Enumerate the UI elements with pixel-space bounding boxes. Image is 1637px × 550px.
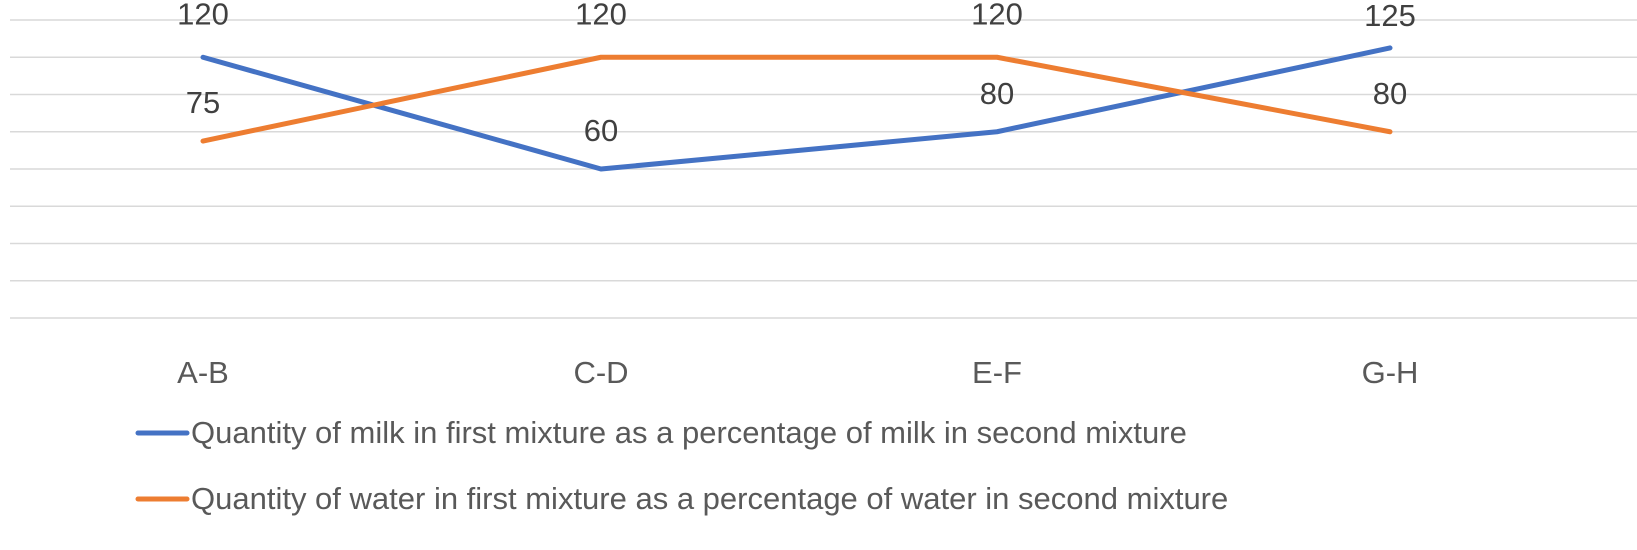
data-label: 80 [1373, 76, 1407, 111]
category-label: A-B [177, 355, 229, 390]
gridlines [10, 19, 1637, 319]
category-label: E-F [972, 355, 1022, 390]
series-line-milk [200, 45, 1393, 172]
data-label: 120 [575, 0, 627, 31]
series-lines [200, 45, 1393, 172]
legend: Quantity of milk in first mixture as a p… [135, 415, 1228, 516]
data-label: 120 [177, 0, 229, 31]
category-label: G-H [1362, 355, 1419, 390]
data-label: 60 [584, 113, 618, 148]
category-label: C-D [573, 355, 628, 390]
legend-label: Quantity of water in first mixture as a … [191, 481, 1228, 516]
data-label: 125 [1364, 0, 1416, 33]
data-label: 120 [971, 0, 1023, 31]
category-axis-labels: A-B C-D E-F G-H [177, 355, 1418, 390]
series-line-water [200, 54, 1393, 144]
data-labels: 120 60 80 125 75 120 120 80 [177, 0, 1416, 148]
data-label: 75 [186, 85, 220, 120]
legend-label: Quantity of milk in first mixture as a p… [191, 415, 1187, 450]
data-label: 80 [980, 76, 1014, 111]
